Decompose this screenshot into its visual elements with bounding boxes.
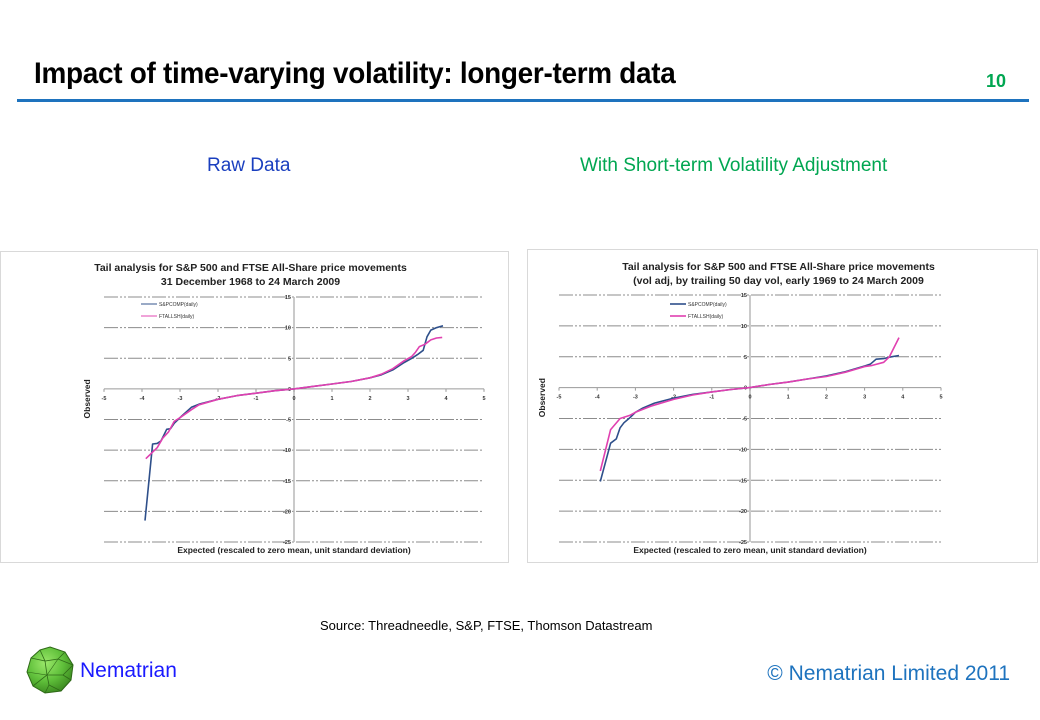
title-divider (17, 99, 1029, 102)
legend-label: S&PCOMP(daily) (688, 302, 727, 308)
chart-vol-adjusted-svg: Tail analysis for S&P 500 and FTSE All-S… (537, 261, 943, 555)
x-tick-label: 1 (787, 395, 790, 401)
y-axis-title: Observed (537, 378, 547, 417)
x-tick-label: -5 (102, 396, 107, 402)
x-tick-label: 3 (863, 395, 866, 401)
y-tick-label: -15 (739, 478, 747, 484)
subtitle-raw-data: Raw Data (207, 155, 291, 176)
legend-label: FTALLSH(daily) (159, 314, 195, 320)
x-tick-label: -3 (178, 396, 183, 402)
x-tick-label: -3 (633, 395, 638, 401)
legend-label: FTALLSH(daily) (688, 314, 724, 320)
y-tick-label: -5 (286, 418, 291, 424)
chart-title: Tail analysis for S&P 500 and FTSE All-S… (622, 261, 935, 273)
y-tick-label: 5 (744, 355, 747, 361)
x-tick-label: 4 (444, 396, 448, 402)
y-tick-label: 5 (288, 356, 291, 362)
x-tick-label: -4 (140, 396, 146, 402)
y-axis-title: Observed (82, 379, 92, 418)
y-tick-label: -10 (283, 448, 291, 454)
x-tick-label: -4 (595, 395, 601, 401)
y-tick-label: -5 (742, 417, 747, 423)
x-tick-label: -5 (557, 395, 562, 401)
x-tick-label: 1 (330, 396, 333, 402)
x-tick-label: -1 (254, 396, 259, 402)
x-tick-label: 4 (901, 395, 905, 401)
y-tick-label: -25 (283, 540, 291, 546)
y-tick-label: 10 (741, 324, 747, 330)
legend-label: S&PCOMP(daily) (159, 302, 198, 308)
chart-vol-adjusted: Tail analysis for S&P 500 and FTSE All-S… (527, 249, 1038, 563)
x-tick-label: 5 (482, 396, 485, 402)
series-line-ftse (599, 337, 900, 472)
x-tick-label: 5 (939, 395, 942, 401)
source-note: Source: Threadneedle, S&P, FTSE, Thomson… (320, 618, 653, 633)
y-tick-label: 15 (741, 293, 747, 299)
subtitle-vol-adjusted: With Short-term Volatility Adjustment (580, 155, 888, 176)
y-tick-label: -10 (739, 447, 747, 453)
slide-title: Impact of time-varying volatility: longe… (34, 57, 676, 90)
y-tick-label: 10 (285, 326, 291, 332)
x-tick-label: 3 (406, 396, 409, 402)
y-tick-label: 15 (285, 295, 291, 301)
chart-subtitle: (vol adj, by trailing 50 day vol, early … (633, 275, 924, 287)
chart-title: Tail analysis for S&P 500 and FTSE All-S… (94, 262, 407, 274)
x-axis-title: Expected (rescaled to zero mean, unit st… (633, 545, 867, 555)
x-axis-title: Expected (rescaled to zero mean, unit st… (177, 545, 411, 555)
chart-subtitle: 31 December 1968 to 24 March 2009 (161, 276, 340, 288)
series-line-ftse (145, 336, 443, 460)
chart-raw-data: Tail analysis for S&P 500 and FTSE All-S… (0, 251, 509, 563)
chart-raw-data-svg: Tail analysis for S&P 500 and FTSE All-S… (82, 262, 486, 555)
y-tick-label: -20 (739, 509, 747, 515)
x-tick-label: -1 (709, 395, 714, 401)
x-tick-label: 2 (368, 396, 371, 402)
brand-name: Nematrian (80, 659, 177, 682)
green-polyhedron-icon (26, 646, 74, 694)
copyright-notice: © Nematrian Limited 2011 (767, 662, 1010, 685)
x-tick-label: 0 (748, 395, 751, 401)
x-tick-label: 0 (292, 396, 295, 402)
page-number: 10 (985, 71, 1006, 91)
y-tick-label: -15 (283, 479, 291, 485)
x-tick-label: 2 (825, 395, 828, 401)
y-tick-label: -20 (283, 509, 291, 515)
y-tick-label: -25 (739, 540, 747, 546)
